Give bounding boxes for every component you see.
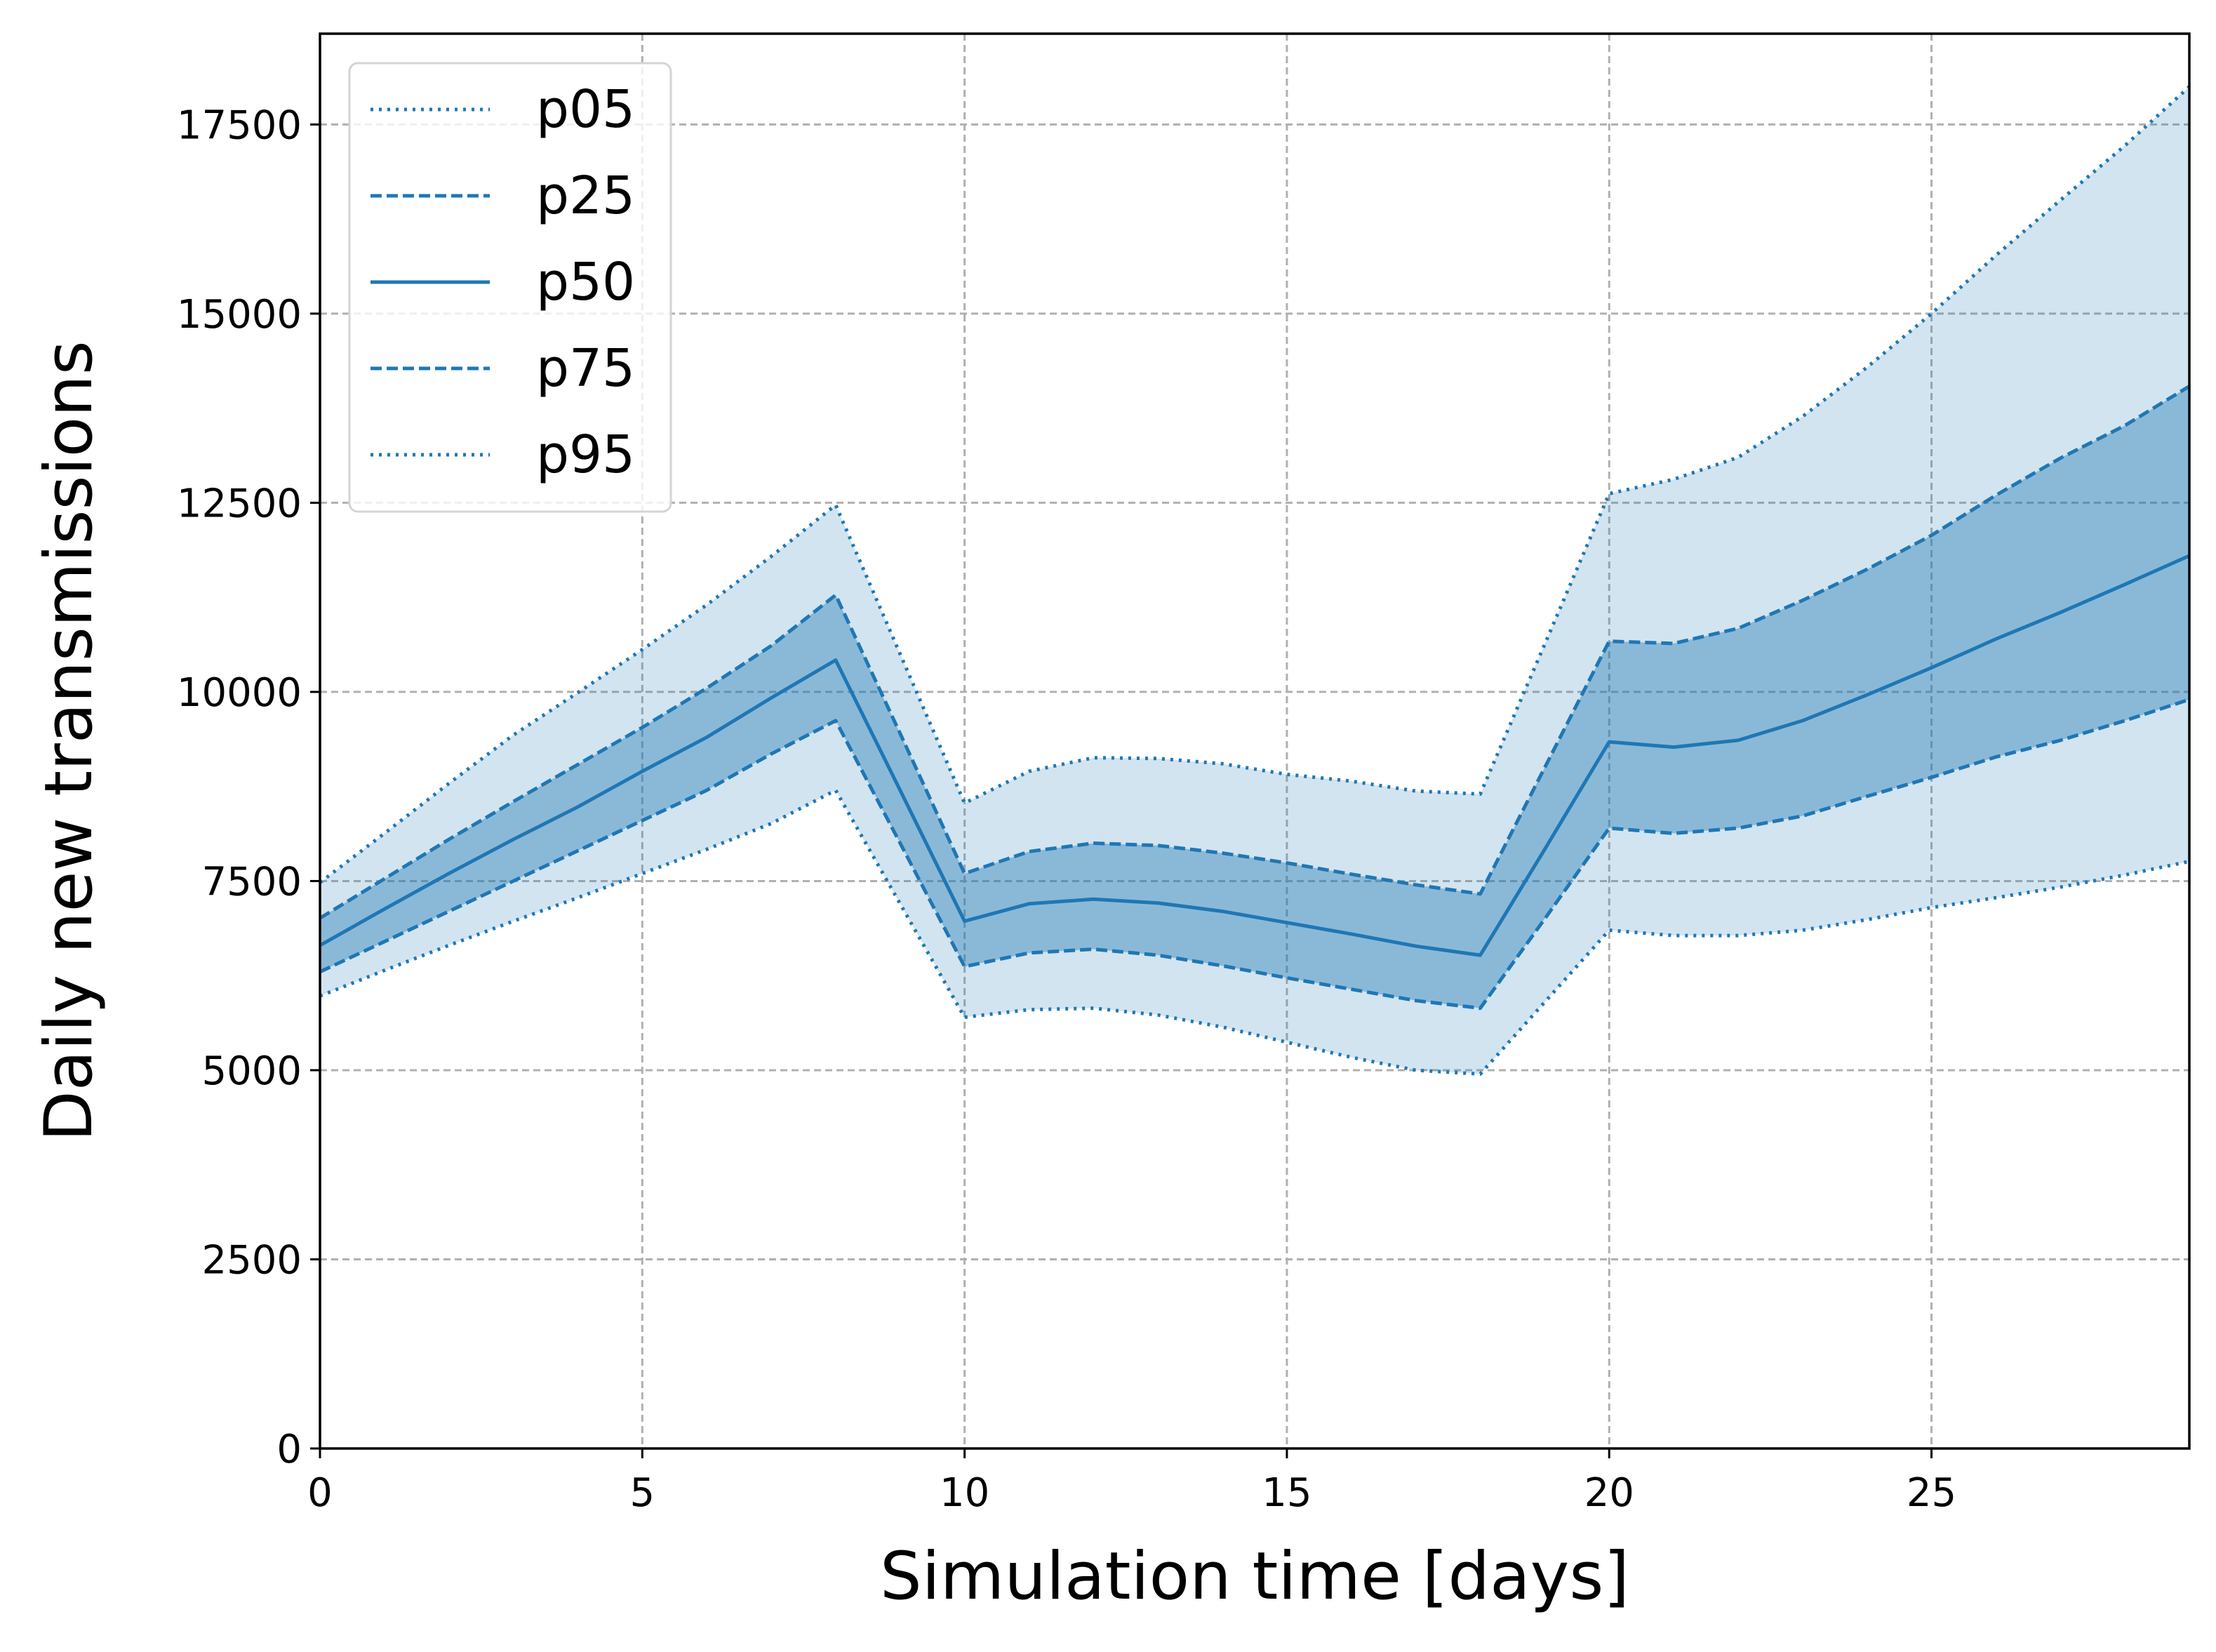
y-tick-label: 10000 [177, 670, 302, 716]
x-axis-label: Simulation time [days] [880, 1538, 1629, 1615]
y-tick-label: 17500 [177, 102, 302, 148]
legend-label-p05: p05 [536, 79, 635, 140]
x-tick-label: 10 [940, 1470, 989, 1516]
y-tick-label: 5000 [201, 1048, 302, 1094]
legend: p05 p25 p50 p75 p95 [348, 62, 672, 513]
band-p05-p95 [320, 86, 2189, 1074]
y-tick-label: 0 [276, 1427, 302, 1472]
legend-label-p50: p50 [536, 252, 635, 312]
legend-box [348, 62, 672, 513]
plot-frame [319, 32, 2191, 1450]
axis-ticks: 0 5 10 15 20 25 0 2500 5000 7500 10000 12500 15000 17… [177, 102, 1956, 1516]
x-tick-label: 25 [1907, 1470, 1956, 1516]
y-tick-label: 2500 [201, 1237, 302, 1283]
x-tick-label: 5 [629, 1470, 655, 1516]
y-tick-label: 7500 [201, 859, 302, 905]
series-lines [320, 85, 2189, 1076]
legend-label-p95: p95 [536, 425, 635, 485]
legend-label-p25: p25 [536, 166, 635, 226]
legend-label-p75: p75 [536, 338, 635, 399]
y-tick-label: 15000 [177, 292, 302, 338]
series-line-p50 [320, 554, 2189, 957]
percentile-bands [320, 86, 2189, 1074]
series-line-p95 [320, 85, 2189, 884]
series-line-p05 [320, 788, 2189, 1076]
grid [320, 34, 2189, 1448]
y-tick-label: 12500 [177, 481, 302, 526]
y-axis-label: Daily new transmissions [31, 340, 107, 1141]
band-p25-p75 [320, 386, 2189, 1008]
x-tick-label: 0 [307, 1470, 333, 1516]
x-tick-label: 15 [1262, 1470, 1311, 1516]
series-line-p75 [320, 385, 2189, 920]
x-tick-label: 20 [1584, 1470, 1634, 1516]
series-line-p25 [320, 698, 2189, 1011]
